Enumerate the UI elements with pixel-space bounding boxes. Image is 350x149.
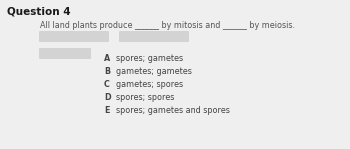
Text: A: A [104, 54, 110, 63]
Text: Question 4: Question 4 [7, 7, 71, 17]
Text: spores; spores: spores; spores [116, 93, 174, 102]
Text: spores; gametes and spores: spores; gametes and spores [116, 106, 230, 115]
Text: spores; gametes: spores; gametes [116, 54, 183, 63]
FancyBboxPatch shape [119, 31, 189, 42]
Text: gametes; gametes: gametes; gametes [116, 67, 192, 76]
Text: E: E [104, 106, 109, 115]
Text: B: B [104, 67, 110, 76]
Text: All land plants produce ______ by mitosis and ______ by meiosis.: All land plants produce ______ by mitosi… [40, 21, 295, 30]
Text: gametes; spores: gametes; spores [116, 80, 183, 89]
FancyBboxPatch shape [39, 48, 91, 59]
Text: D: D [104, 93, 111, 102]
FancyBboxPatch shape [39, 31, 109, 42]
Text: C: C [104, 80, 110, 89]
